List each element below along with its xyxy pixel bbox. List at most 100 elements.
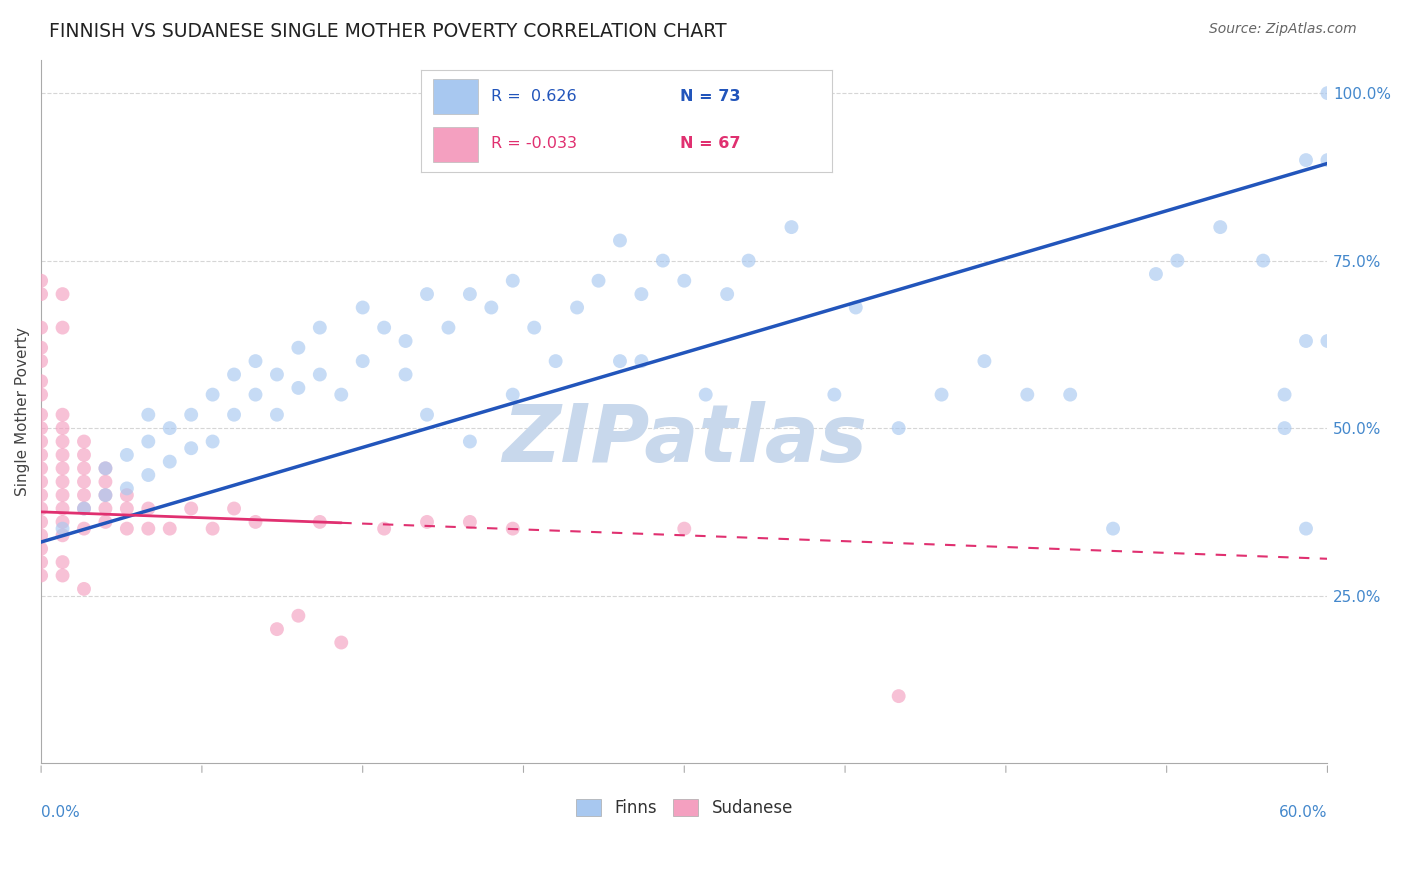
Point — [737, 253, 759, 268]
Point — [222, 368, 245, 382]
Point — [1316, 153, 1339, 167]
Point — [94, 461, 117, 475]
Point — [51, 528, 73, 542]
Text: FINNISH VS SUDANESE SINGLE MOTHER POVERTY CORRELATION CHART: FINNISH VS SUDANESE SINGLE MOTHER POVERT… — [49, 22, 727, 41]
Point — [51, 488, 73, 502]
Point — [30, 568, 52, 582]
Point — [30, 555, 52, 569]
Point — [136, 434, 159, 449]
Point — [30, 341, 52, 355]
Point — [245, 515, 267, 529]
Point — [266, 408, 288, 422]
Point — [651, 253, 673, 268]
Point — [51, 555, 73, 569]
Point — [30, 475, 52, 489]
Point — [887, 421, 910, 435]
Text: ZIPatlas: ZIPatlas — [502, 401, 866, 478]
Point — [94, 501, 117, 516]
Point — [458, 287, 481, 301]
Point — [51, 434, 73, 449]
Point — [201, 522, 224, 536]
Point — [30, 354, 52, 368]
Point — [94, 475, 117, 489]
Point — [1274, 421, 1296, 435]
Point — [245, 354, 267, 368]
Point — [544, 354, 567, 368]
Point — [115, 488, 138, 502]
Point — [1316, 86, 1339, 100]
Point — [115, 448, 138, 462]
Point — [30, 387, 52, 401]
Point — [1295, 522, 1317, 536]
Point — [308, 368, 330, 382]
Point — [502, 387, 524, 401]
Point — [94, 461, 117, 475]
Point — [222, 501, 245, 516]
Point — [308, 515, 330, 529]
Point — [887, 689, 910, 703]
Point — [73, 475, 96, 489]
Legend: Finns, Sudanese: Finns, Sudanese — [567, 790, 801, 825]
Point — [845, 301, 868, 315]
Point — [201, 434, 224, 449]
Point — [394, 368, 416, 382]
Point — [159, 522, 181, 536]
Point — [479, 301, 502, 315]
Point — [1209, 220, 1232, 235]
Point — [51, 320, 73, 334]
Point — [630, 354, 652, 368]
Point — [73, 522, 96, 536]
Point — [458, 515, 481, 529]
Point — [1251, 253, 1274, 268]
Point — [330, 635, 353, 649]
Point — [416, 408, 439, 422]
Point — [136, 408, 159, 422]
Point — [1295, 334, 1317, 348]
Point — [30, 274, 52, 288]
Point — [1059, 387, 1081, 401]
Point — [523, 320, 546, 334]
Point — [136, 468, 159, 483]
Point — [180, 501, 202, 516]
Point — [51, 421, 73, 435]
Point — [159, 421, 181, 435]
Point — [115, 501, 138, 516]
Point — [287, 608, 309, 623]
Point — [416, 287, 439, 301]
Point — [136, 522, 159, 536]
Point — [695, 387, 717, 401]
Point — [73, 501, 96, 516]
Point — [30, 541, 52, 556]
Point — [502, 522, 524, 536]
Point — [266, 368, 288, 382]
Point — [1274, 387, 1296, 401]
Point — [73, 501, 96, 516]
Point — [51, 522, 73, 536]
Point — [352, 301, 374, 315]
Point — [287, 381, 309, 395]
Point — [1316, 334, 1339, 348]
Point — [30, 374, 52, 388]
Point — [1017, 387, 1039, 401]
Point — [673, 274, 696, 288]
Point — [222, 408, 245, 422]
Point — [330, 387, 353, 401]
Point — [630, 287, 652, 301]
Point — [931, 387, 953, 401]
Point — [51, 475, 73, 489]
Point — [437, 320, 460, 334]
Point — [73, 434, 96, 449]
Point — [30, 461, 52, 475]
Point — [287, 341, 309, 355]
Point — [136, 501, 159, 516]
Point — [30, 528, 52, 542]
Point — [502, 274, 524, 288]
Point — [30, 408, 52, 422]
Point — [30, 501, 52, 516]
Point — [51, 287, 73, 301]
Point — [51, 568, 73, 582]
Point — [73, 488, 96, 502]
Point — [973, 354, 995, 368]
Point — [159, 455, 181, 469]
Point — [1166, 253, 1188, 268]
